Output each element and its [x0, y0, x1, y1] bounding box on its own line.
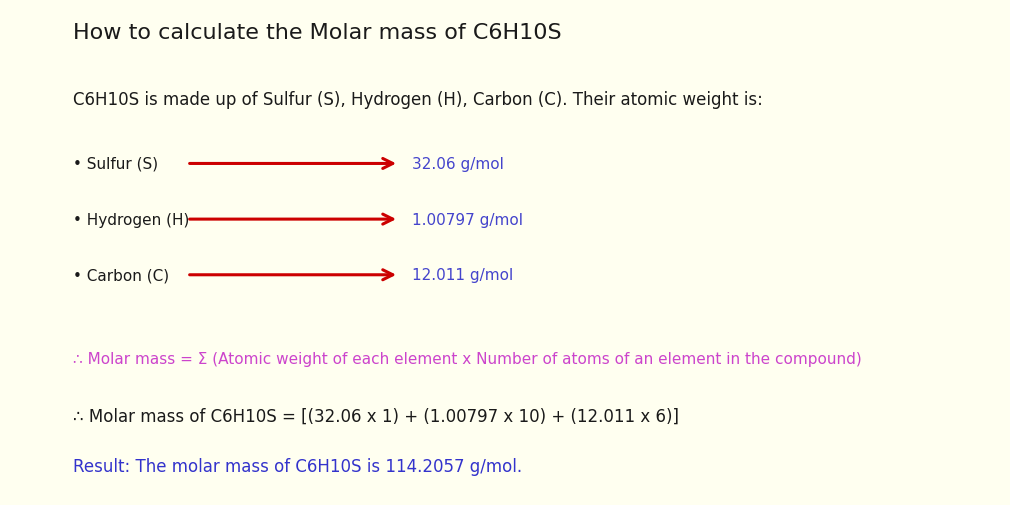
Text: C6H10S is made up of Sulfur (S), Hydrogen (H), Carbon (C). Their atomic weight i: C6H10S is made up of Sulfur (S), Hydroge… — [73, 91, 763, 109]
Text: How to calculate the Molar mass of C6H10S: How to calculate the Molar mass of C6H10… — [73, 23, 562, 43]
Text: 32.06 g/mol: 32.06 g/mol — [412, 157, 504, 172]
Text: • Hydrogen (H): • Hydrogen (H) — [73, 212, 189, 227]
Text: ∴ Molar mass of C6H10S = [(32.06 x 1) + (1.00797 x 10) + (12.011 x 6)]: ∴ Molar mass of C6H10S = [(32.06 x 1) + … — [73, 407, 679, 425]
Text: 1.00797 g/mol: 1.00797 g/mol — [412, 212, 523, 227]
Text: • Carbon (C): • Carbon (C) — [73, 268, 169, 283]
Text: • Sulfur (S): • Sulfur (S) — [73, 157, 158, 172]
Text: ∴ Molar mass = Σ (Atomic weight of each element x Number of atoms of an element : ∴ Molar mass = Σ (Atomic weight of each … — [73, 351, 862, 366]
Text: 12.011 g/mol: 12.011 g/mol — [412, 268, 513, 283]
Text: Result: The molar mass of C6H10S is 114.2057 g/mol.: Result: The molar mass of C6H10S is 114.… — [73, 457, 522, 475]
